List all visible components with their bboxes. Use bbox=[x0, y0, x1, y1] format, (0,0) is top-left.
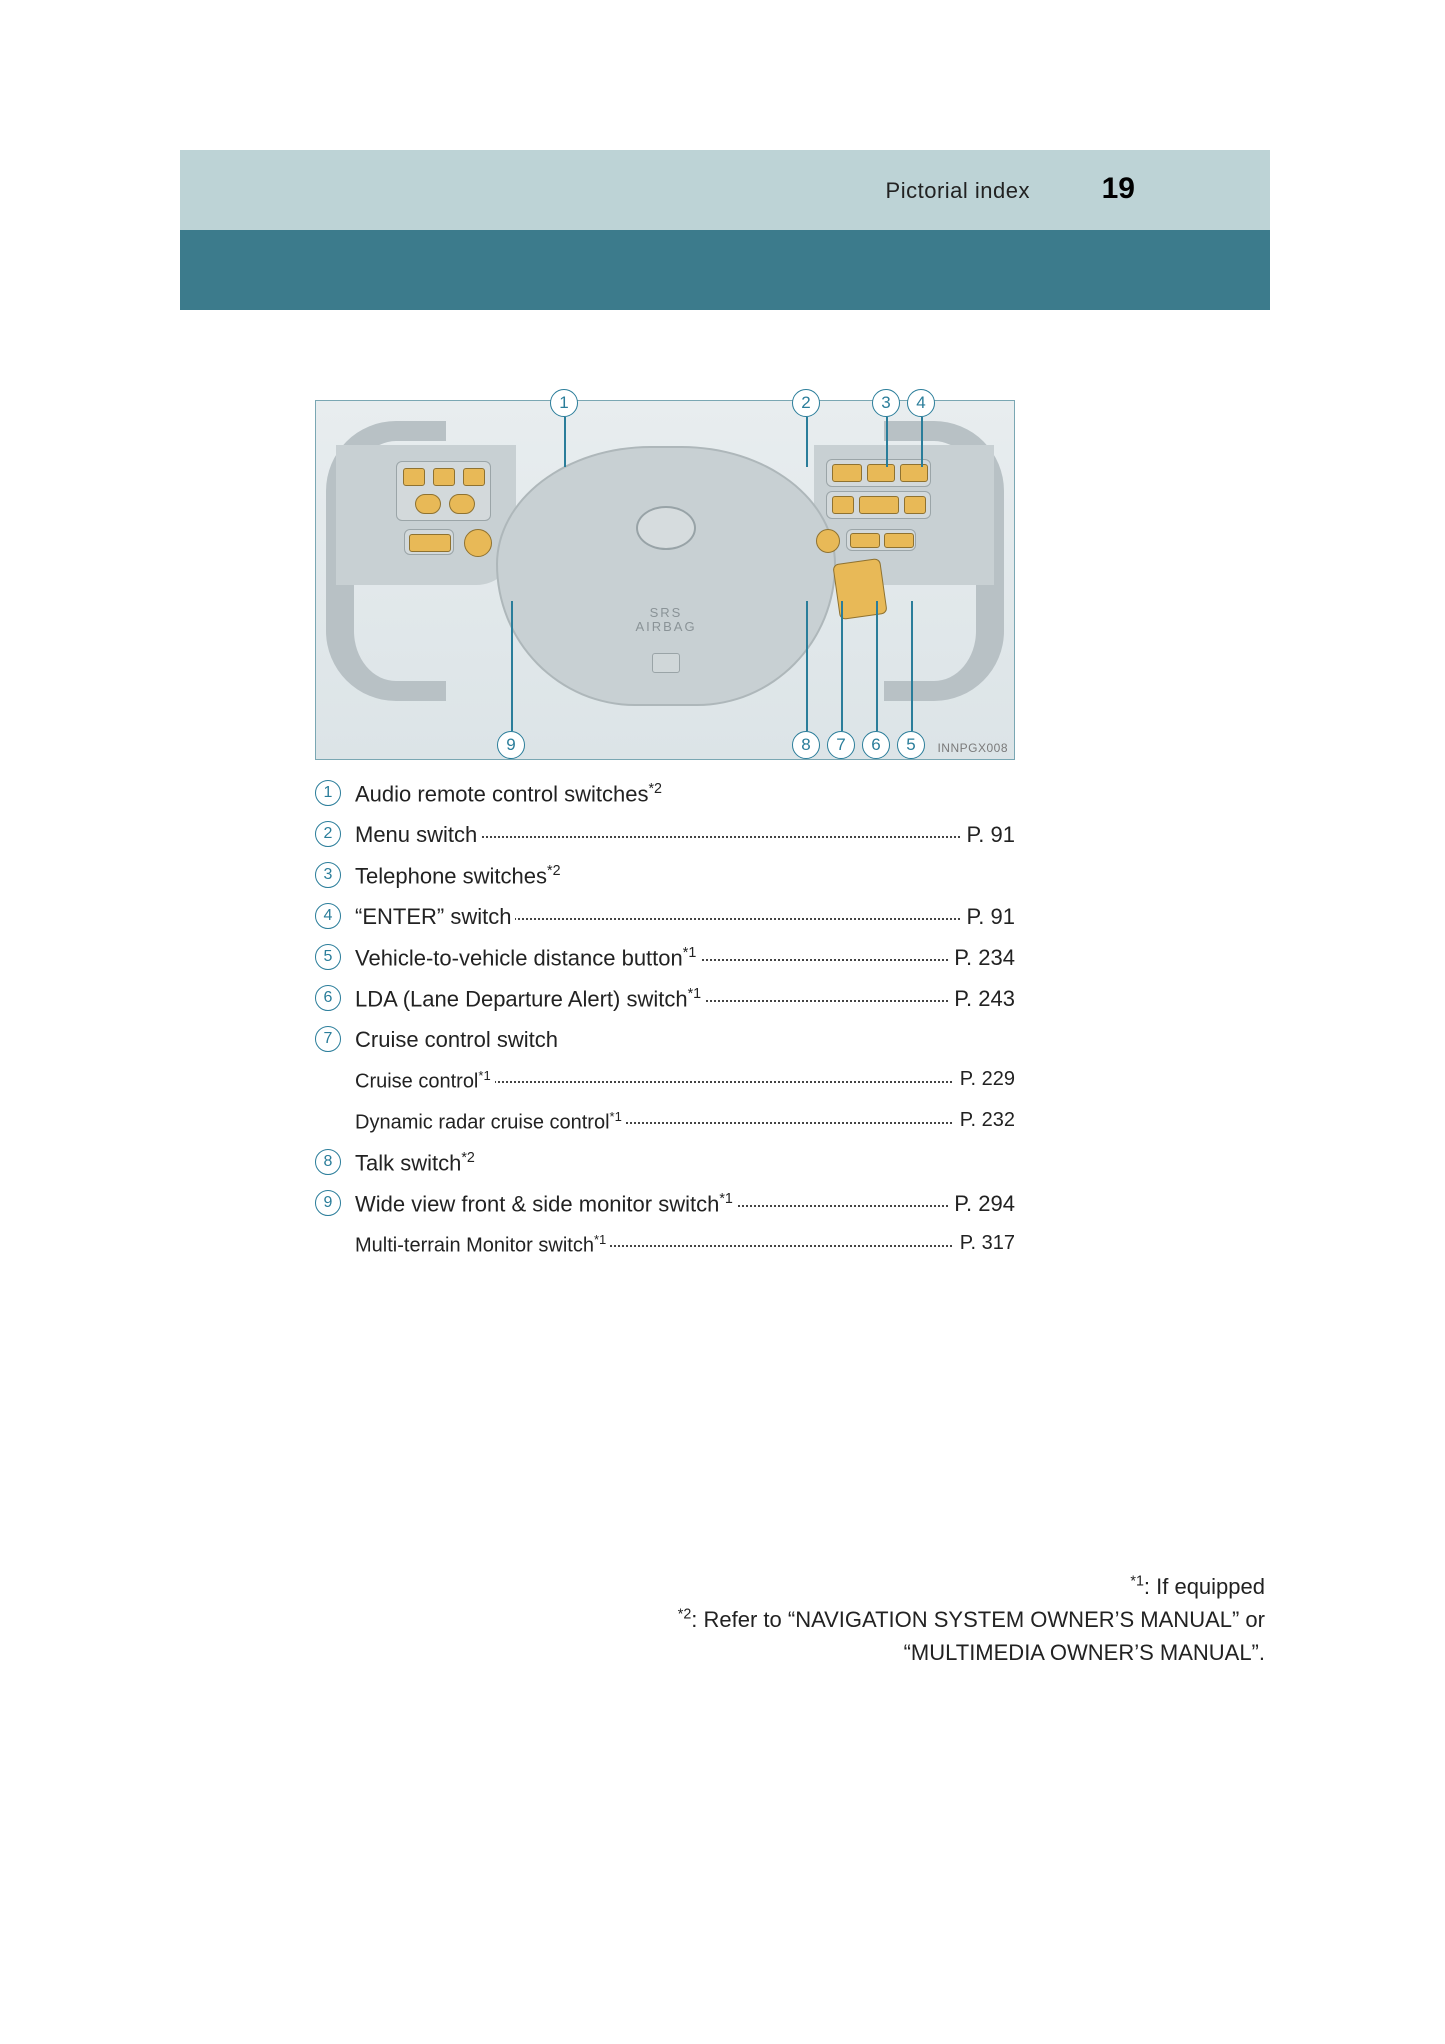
callout-6: 6 bbox=[862, 731, 890, 759]
audio-switch-cluster bbox=[396, 461, 491, 521]
index-page-ref: P. 294 bbox=[948, 1191, 1015, 1217]
steering-wheel-figure: SRS AIRBAG bbox=[315, 400, 1015, 760]
seek-up-icon bbox=[449, 494, 475, 514]
index-row-8: 8 Talk switch*2 bbox=[315, 1149, 1015, 1181]
callout-1: 1 bbox=[550, 389, 578, 417]
hub-tag-icon bbox=[652, 653, 680, 673]
lda-switch-cluster bbox=[846, 529, 916, 551]
index-label: Talk switch*2 bbox=[355, 1150, 479, 1176]
index-row-2: 2 Menu switch P. 91 bbox=[315, 821, 1015, 853]
callout-9: 9 bbox=[497, 731, 525, 759]
index-row-9: 9 Wide view front & side monitor switch*1… bbox=[315, 1190, 1015, 1222]
index-subrow: Multi-terrain Monitor switch*1 P. 317 bbox=[315, 1231, 1015, 1263]
index-page-ref: P. 317 bbox=[954, 1232, 1015, 1255]
index-badge-8: 8 bbox=[315, 1149, 341, 1175]
index-sublabel: Cruise control*1 bbox=[355, 1068, 495, 1094]
phone-switch-cluster bbox=[826, 459, 931, 487]
leader-7 bbox=[841, 601, 843, 731]
monitor-switch bbox=[404, 529, 454, 555]
index-label: Wide view front & side monitor switch*1 bbox=[355, 1191, 737, 1217]
leader-3 bbox=[886, 417, 888, 467]
vol-up-icon bbox=[463, 468, 485, 486]
index-row-6: 6 LDA (Lane Departure Alert) switch*1 P. 2… bbox=[315, 985, 1015, 1017]
index-label: Cruise control switch bbox=[355, 1027, 562, 1053]
index-badge-6: 6 bbox=[315, 985, 341, 1011]
section-title: Pictorial index bbox=[886, 178, 1030, 204]
index-list: 1 Audio remote control switches*2 2 Menu sw… bbox=[315, 780, 1015, 1272]
index-badge-5: 5 bbox=[315, 944, 341, 970]
index-subrow: Cruise control*1 P. 229 bbox=[315, 1067, 1015, 1099]
index-row-1: 1 Audio remote control switches*2 bbox=[315, 780, 1015, 812]
index-subrow: Dynamic radar cruise control*1 P. 232 bbox=[315, 1108, 1015, 1140]
callout-2: 2 bbox=[792, 389, 820, 417]
wheel-hub: SRS AIRBAG bbox=[496, 446, 836, 706]
leader-1 bbox=[564, 417, 566, 467]
callout-8: 8 bbox=[792, 731, 820, 759]
leader-9 bbox=[511, 601, 513, 731]
index-page-ref: P. 229 bbox=[954, 1068, 1015, 1091]
callout-4: 4 bbox=[907, 389, 935, 417]
margin-tab-light bbox=[1240, 150, 1270, 230]
index-label: Vehicle-to-vehicle distance button*1 bbox=[355, 945, 700, 971]
leader-6 bbox=[876, 601, 878, 731]
footnote-1: *1: If equipped bbox=[315, 1570, 1265, 1603]
lda-btn-icon bbox=[850, 533, 880, 548]
footnote-2b: “MULTIMEDIA OWNER’S MANUAL”. bbox=[315, 1636, 1265, 1669]
footnotes: *1: If equipped *2: Refer to “NAVIGATION… bbox=[315, 1570, 1265, 1669]
index-label: Telephone switches*2 bbox=[355, 863, 565, 889]
airbag-label: SRS AIRBAG bbox=[635, 606, 696, 635]
talk-button-icon bbox=[816, 529, 840, 553]
distance-btn-icon bbox=[884, 533, 914, 548]
leader-2 bbox=[806, 417, 808, 467]
index-page-ref: P. 91 bbox=[960, 904, 1015, 930]
index-badge-2: 2 bbox=[315, 821, 341, 847]
index-badge-3: 3 bbox=[315, 862, 341, 888]
index-badge-9: 9 bbox=[315, 1190, 341, 1216]
seek-down-icon bbox=[415, 494, 441, 514]
page-number: 19 bbox=[1102, 172, 1135, 206]
nav-right-icon bbox=[904, 496, 926, 514]
index-badge-7: 7 bbox=[315, 1026, 341, 1052]
callout-7: 7 bbox=[827, 731, 855, 759]
index-label: “ENTER” switch bbox=[355, 904, 515, 930]
header-dark-band bbox=[180, 230, 1270, 310]
callout-5: 5 bbox=[897, 731, 925, 759]
monitor-btn-icon bbox=[409, 534, 451, 552]
nav-left-icon bbox=[832, 496, 854, 514]
index-page-ref: P. 91 bbox=[960, 822, 1015, 848]
mute-icon bbox=[433, 468, 455, 486]
phone-menu-icon bbox=[832, 464, 862, 482]
index-row-4: 4 “ENTER” switch P. 91 bbox=[315, 903, 1015, 935]
footnote-2a: *2: Refer to “NAVIGATION SYSTEM OWNER’S … bbox=[315, 1603, 1265, 1636]
enter-switch-cluster bbox=[826, 491, 931, 519]
index-page-ref: P. 232 bbox=[954, 1109, 1015, 1132]
leader-4 bbox=[921, 417, 923, 467]
mode-button-icon bbox=[464, 529, 492, 557]
index-label: LDA (Lane Departure Alert) switch*1 bbox=[355, 986, 705, 1012]
leader-5 bbox=[911, 601, 913, 731]
index-row-7: 7 Cruise control switch bbox=[315, 1026, 1015, 1058]
index-sublabel: Dynamic radar cruise control*1 bbox=[355, 1109, 626, 1135]
enter-btn-icon bbox=[859, 496, 899, 514]
index-badge-4: 4 bbox=[315, 903, 341, 929]
index-page-ref: P. 243 bbox=[948, 986, 1015, 1012]
index-sublabel: Multi-terrain Monitor switch*1 bbox=[355, 1232, 610, 1258]
lexus-logo-icon bbox=[636, 506, 696, 550]
phone-call-icon bbox=[867, 464, 895, 482]
figure-code: INNPGX008 bbox=[937, 741, 1008, 755]
callout-3: 3 bbox=[872, 389, 900, 417]
index-label: Audio remote control switches*2 bbox=[355, 781, 666, 807]
index-row-3: 3 Telephone switches*2 bbox=[315, 862, 1015, 894]
vol-down-icon bbox=[403, 468, 425, 486]
index-page-ref: P. 234 bbox=[948, 945, 1015, 971]
index-badge-1: 1 bbox=[315, 780, 341, 806]
leader-8 bbox=[806, 601, 808, 731]
margin-tab-dark bbox=[1240, 230, 1270, 310]
index-row-5: 5 Vehicle-to-vehicle distance button*1 P. … bbox=[315, 944, 1015, 976]
index-label: Menu switch bbox=[355, 822, 481, 848]
phone-end-icon bbox=[900, 464, 928, 482]
